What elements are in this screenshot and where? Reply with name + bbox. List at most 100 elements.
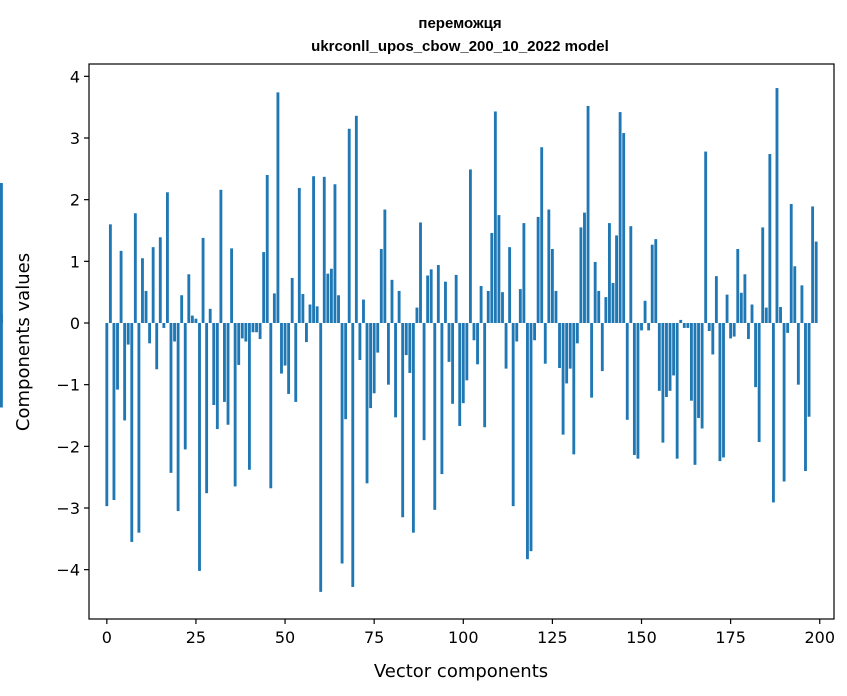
bar	[312, 176, 315, 323]
bar	[315, 306, 319, 323]
bar	[255, 323, 258, 333]
x-tick-label: 0	[102, 628, 112, 647]
bar	[793, 266, 797, 323]
bar	[796, 323, 800, 385]
bar	[747, 323, 750, 340]
y-tick-label: 4	[70, 67, 80, 86]
x-tick-label: 25	[186, 628, 206, 647]
bar	[301, 294, 305, 323]
bar	[208, 308, 212, 323]
bar	[668, 323, 672, 391]
x-tick-label: 50	[275, 628, 295, 647]
bar	[693, 323, 697, 465]
bar	[536, 216, 540, 323]
bar	[579, 227, 583, 323]
bar	[483, 323, 487, 428]
bar	[504, 323, 508, 369]
bar	[686, 323, 690, 328]
bar	[786, 323, 790, 333]
bar	[379, 249, 383, 323]
x-tick-label: 100	[448, 628, 479, 647]
bar	[465, 323, 469, 381]
bar	[736, 249, 740, 323]
bar	[165, 192, 169, 323]
bar	[308, 304, 312, 323]
y-tick-label: −4	[56, 561, 80, 580]
bar	[233, 323, 237, 487]
bar	[732, 323, 736, 337]
bar	[618, 112, 622, 323]
bar	[497, 215, 501, 323]
bar	[643, 300, 647, 323]
bar	[672, 323, 676, 376]
bar	[714, 276, 718, 323]
bar	[511, 323, 515, 507]
x-tick-label: 75	[364, 628, 384, 647]
bar	[625, 323, 629, 420]
y-tick-label: 3	[70, 129, 80, 148]
bar	[258, 323, 262, 340]
y-tick-label: −2	[56, 437, 80, 456]
bar	[518, 289, 522, 323]
bar	[305, 323, 308, 343]
bar	[151, 247, 155, 323]
bar	[394, 323, 397, 418]
bar	[543, 323, 547, 364]
bar	[105, 323, 109, 507]
bar	[782, 323, 786, 482]
bar	[223, 323, 226, 402]
bar	[344, 323, 348, 420]
bar	[622, 133, 626, 323]
bar	[689, 323, 693, 401]
bar	[358, 323, 362, 360]
bar	[707, 323, 711, 332]
bar	[550, 249, 554, 323]
bar	[661, 323, 665, 443]
bar	[372, 323, 376, 394]
bar	[700, 323, 704, 429]
bar	[540, 147, 544, 323]
bar	[565, 323, 569, 384]
bar	[194, 318, 198, 323]
bar	[408, 323, 412, 373]
bar	[554, 290, 558, 323]
bar	[461, 323, 465, 404]
bar	[750, 304, 754, 323]
bar	[176, 323, 180, 512]
bar	[493, 111, 497, 323]
bar	[354, 115, 358, 323]
bar	[201, 237, 205, 323]
bar	[600, 323, 604, 372]
bars	[0, 88, 818, 592]
bar	[362, 299, 365, 323]
bar	[654, 239, 658, 323]
bar	[526, 323, 529, 560]
bar	[771, 323, 775, 503]
bar	[490, 232, 494, 323]
bar	[608, 223, 611, 323]
bar	[468, 169, 472, 323]
chart-title: переможця	[418, 15, 501, 32]
x-axis-label: Vector components	[374, 661, 548, 682]
bar	[561, 323, 565, 435]
bar	[262, 252, 266, 323]
bar	[515, 323, 519, 342]
bar	[347, 128, 351, 323]
bar	[486, 290, 490, 323]
bar	[650, 244, 654, 323]
bar	[629, 226, 633, 323]
bar	[590, 323, 594, 398]
bar	[187, 274, 191, 323]
bar	[283, 323, 287, 366]
bar	[272, 293, 276, 323]
bar	[333, 184, 337, 323]
bar	[444, 281, 447, 323]
bar	[287, 323, 291, 394]
bar	[454, 274, 458, 323]
x-axis: 0 25 50 75 100 125 150 175 200	[102, 619, 835, 647]
bar	[440, 323, 444, 475]
bar	[404, 323, 408, 356]
bar	[162, 323, 166, 328]
bar	[814, 241, 818, 323]
